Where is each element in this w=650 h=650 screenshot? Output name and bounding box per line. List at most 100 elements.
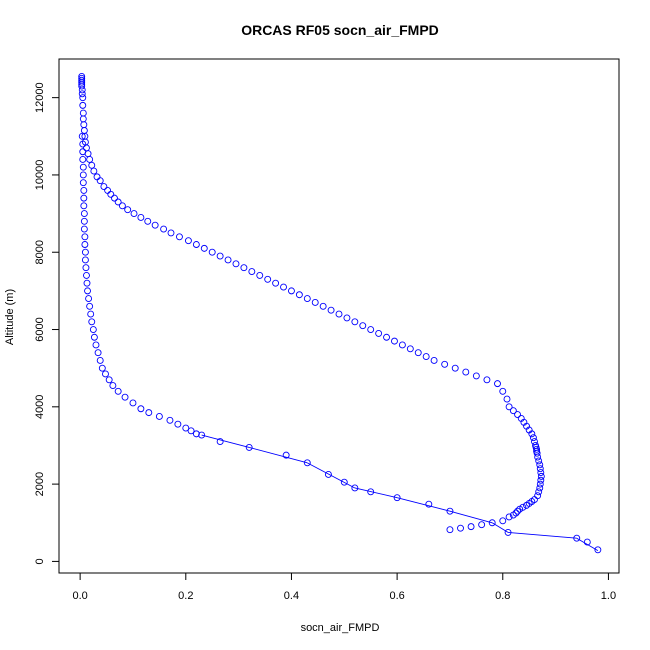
data-point — [457, 524, 464, 532]
data-point — [80, 121, 88, 129]
data-point — [137, 405, 145, 413]
data-point — [82, 264, 90, 272]
data-point — [536, 461, 544, 469]
data-point — [124, 206, 132, 214]
data-point — [528, 430, 536, 438]
data-point — [167, 229, 175, 237]
data-point — [114, 198, 122, 206]
y-axis-label: Altitude (m) — [4, 289, 16, 345]
data-point — [151, 221, 159, 229]
connecting-segment — [397, 497, 451, 512]
data-point — [533, 445, 541, 453]
x-axis-label: socn_air_FMPD — [301, 622, 380, 634]
data-point — [129, 399, 137, 407]
data-point — [503, 395, 511, 403]
data-point — [118, 202, 126, 210]
data-point — [499, 387, 507, 395]
x-tick-label: 0.8 — [495, 590, 510, 602]
x-tick-label: 1.0 — [601, 590, 616, 602]
data-point — [534, 492, 542, 500]
data-point — [441, 360, 449, 368]
data-point — [446, 526, 454, 534]
y-tick-label: 6000 — [34, 317, 46, 341]
data-point — [536, 484, 544, 492]
data-point — [130, 210, 138, 218]
data-point — [280, 283, 287, 291]
data-point — [78, 86, 86, 94]
x-tick-label: 0.2 — [178, 590, 193, 602]
data-point — [391, 337, 398, 345]
data-point — [537, 476, 545, 484]
data-point — [80, 186, 88, 194]
data-point — [533, 449, 541, 457]
data-point — [155, 413, 163, 420]
data-point — [104, 186, 112, 194]
data-point — [311, 299, 319, 306]
data-point — [182, 424, 190, 432]
data-point — [79, 101, 87, 109]
data-point — [351, 484, 359, 492]
data-point — [240, 264, 248, 272]
data-point — [531, 438, 538, 446]
data-point — [78, 82, 86, 90]
data-point — [78, 78, 86, 86]
connecting-segment — [354, 487, 398, 499]
data-point — [88, 161, 96, 169]
data-point — [78, 90, 86, 98]
data-point — [81, 241, 89, 248]
data-point — [483, 376, 491, 384]
data-point — [514, 411, 522, 418]
data-point — [367, 326, 375, 333]
data-point — [272, 279, 280, 287]
data-point — [79, 109, 87, 117]
data-point — [406, 345, 414, 353]
data-point — [80, 217, 88, 225]
data-point — [529, 434, 537, 442]
x-tick-label: 0.4 — [284, 590, 299, 602]
data-point — [583, 538, 591, 546]
data-point — [102, 370, 109, 378]
data-point — [81, 233, 89, 241]
data-point — [472, 372, 480, 380]
data-point — [256, 271, 264, 279]
data-point — [340, 478, 348, 486]
data-point — [96, 356, 104, 364]
x-tick-label: 0.6 — [389, 590, 404, 602]
data-point — [398, 341, 406, 349]
data-point — [414, 349, 422, 357]
data-point — [187, 427, 195, 435]
x-axis: 0.0 0.2 0.4 0.6 0.8 1.0 — [72, 572, 616, 602]
data-point — [81, 256, 89, 264]
x-tick-label: 0.0 — [72, 590, 87, 602]
data-point — [90, 167, 98, 175]
y-tick-label: 2000 — [34, 472, 46, 496]
data-point — [80, 225, 88, 233]
data-point — [216, 252, 224, 260]
data-point — [93, 173, 101, 181]
data-point — [505, 403, 513, 411]
data-point — [79, 148, 87, 156]
data-point — [488, 519, 496, 527]
data-point — [327, 306, 335, 314]
data-point — [537, 472, 545, 480]
y-tick-label: 4000 — [34, 395, 46, 419]
data-point — [288, 287, 295, 295]
data-point — [79, 140, 87, 148]
data-point — [86, 156, 94, 163]
y-tick-label: 8000 — [34, 240, 46, 264]
data-point — [96, 177, 104, 185]
data-point — [80, 210, 88, 218]
data-point — [192, 241, 200, 248]
data-point — [111, 194, 118, 202]
data-point — [88, 318, 96, 326]
data-point — [176, 233, 183, 241]
data-point — [425, 500, 433, 508]
data-point — [232, 260, 240, 268]
data-point — [92, 341, 100, 349]
data-point — [494, 380, 501, 388]
y-tick-label: 10000 — [34, 160, 46, 191]
data-point — [505, 513, 513, 521]
data-point — [90, 333, 98, 341]
data-point — [282, 451, 290, 459]
data-point — [516, 505, 524, 513]
